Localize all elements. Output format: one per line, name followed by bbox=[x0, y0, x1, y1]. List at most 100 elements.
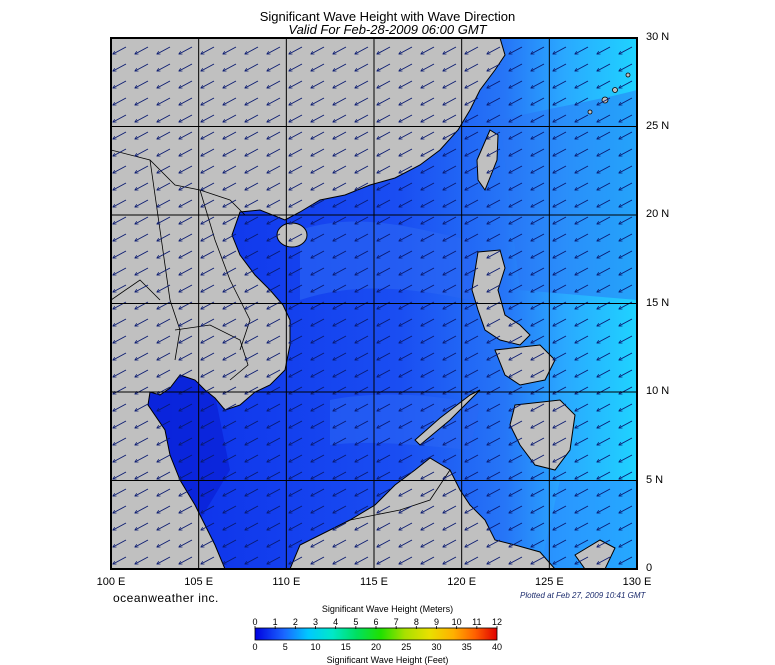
wave-arrow bbox=[245, 352, 259, 360]
wave-arrow bbox=[223, 318, 237, 326]
colorbar-tick-meters: 7 bbox=[393, 617, 399, 627]
wave-arrow bbox=[311, 148, 325, 156]
wave-arrow bbox=[421, 522, 435, 530]
wave-arrow bbox=[157, 114, 171, 122]
wave-arrow bbox=[509, 335, 523, 343]
land-island bbox=[587, 109, 593, 115]
wave-arrow bbox=[575, 522, 589, 530]
wave-arrow bbox=[553, 522, 567, 530]
wave-arrow bbox=[553, 63, 567, 71]
wave-arrow bbox=[333, 369, 347, 377]
wave-arrow bbox=[399, 114, 413, 122]
wave-arrow bbox=[355, 114, 369, 122]
wave-arrow bbox=[553, 454, 567, 462]
wave-arrow bbox=[597, 165, 611, 173]
latitude-label: 10 N bbox=[646, 385, 670, 397]
wave-arrow bbox=[553, 556, 567, 564]
wave-arrow bbox=[223, 267, 237, 275]
wave-arrow bbox=[311, 233, 325, 241]
wave-arrow bbox=[443, 80, 457, 88]
wave-arrow bbox=[597, 369, 611, 377]
wave-arrow bbox=[619, 182, 633, 190]
wave-arrow bbox=[575, 471, 589, 479]
wave-arrow bbox=[157, 250, 171, 258]
wave-arrow bbox=[289, 471, 303, 479]
wave-arrow bbox=[509, 97, 523, 105]
wave-arrow bbox=[311, 131, 325, 139]
wave-arrow bbox=[223, 199, 237, 207]
wave-arrow bbox=[487, 233, 501, 241]
wave-arrow bbox=[135, 522, 149, 530]
wave-arrow bbox=[113, 522, 127, 530]
wave-arrow bbox=[135, 335, 149, 343]
wave-arrow bbox=[619, 80, 633, 88]
wave-arrow bbox=[223, 131, 237, 139]
wave-arrow bbox=[465, 46, 479, 54]
wave-arrow bbox=[333, 318, 347, 326]
wave-arrow bbox=[509, 437, 523, 445]
land-taiwan bbox=[476, 129, 499, 192]
wave-arrow bbox=[311, 505, 325, 513]
wave-band bbox=[300, 221, 470, 300]
wave-arrow bbox=[531, 437, 545, 445]
wave-arrow bbox=[179, 437, 193, 445]
wave-arrow bbox=[157, 454, 171, 462]
wave-arrow bbox=[377, 97, 391, 105]
wave-arrow bbox=[245, 471, 259, 479]
wave-arrow bbox=[223, 335, 237, 343]
wave-arrow bbox=[157, 148, 171, 156]
wave-arrow bbox=[135, 165, 149, 173]
wave-arrow bbox=[333, 352, 347, 360]
wave-arrow bbox=[553, 420, 567, 428]
wave-arrow bbox=[465, 97, 479, 105]
wave-arrow bbox=[333, 250, 347, 258]
colorbar-tick-feet: 30 bbox=[431, 642, 442, 652]
country-border bbox=[349, 469, 451, 521]
wave-arrow bbox=[597, 182, 611, 190]
wave-arrow bbox=[355, 165, 369, 173]
wave-arrow bbox=[553, 97, 567, 105]
wave-arrow bbox=[575, 420, 589, 428]
wave-arrow bbox=[223, 97, 237, 105]
wave-arrow bbox=[223, 403, 237, 411]
wave-arrow bbox=[465, 420, 479, 428]
wave-arrow bbox=[289, 522, 303, 530]
wave-arrow bbox=[399, 63, 413, 71]
wave-arrow bbox=[113, 250, 127, 258]
wave-arrow bbox=[311, 97, 325, 105]
wave-arrow bbox=[267, 46, 281, 54]
wave-arrow bbox=[487, 267, 501, 275]
wave-arrow bbox=[201, 63, 215, 71]
wave-arrow bbox=[399, 505, 413, 513]
wave-arrow bbox=[377, 318, 391, 326]
wave-arrow bbox=[421, 46, 435, 54]
wave-arrow bbox=[201, 216, 215, 224]
wave-arrow bbox=[553, 335, 567, 343]
wave-arrow bbox=[311, 165, 325, 173]
colorbar-tick-meters: 12 bbox=[491, 617, 503, 627]
wave-arrow bbox=[135, 46, 149, 54]
wave-arrow bbox=[619, 216, 633, 224]
wave-arrow bbox=[619, 403, 633, 411]
wave-arrow bbox=[267, 437, 281, 445]
wave-arrow bbox=[619, 250, 633, 258]
wave-arrow bbox=[223, 165, 237, 173]
wave-arrow bbox=[289, 250, 303, 258]
wave-arrow bbox=[113, 488, 127, 496]
wave-arrow bbox=[201, 369, 215, 377]
wave-arrow bbox=[179, 352, 193, 360]
wave-arrow bbox=[377, 131, 391, 139]
wave-arrow bbox=[245, 131, 259, 139]
wave-arrow bbox=[113, 148, 127, 156]
wave-arrow bbox=[289, 165, 303, 173]
wave-arrow bbox=[619, 352, 633, 360]
wave-arrow bbox=[531, 284, 545, 292]
wave-arrow bbox=[575, 182, 589, 190]
wave-arrow bbox=[377, 114, 391, 122]
wave-arrow bbox=[223, 46, 237, 54]
wave-arrow bbox=[443, 97, 457, 105]
wave-arrow bbox=[465, 114, 479, 122]
wave-arrow bbox=[289, 352, 303, 360]
colorbar-tick-feet: 10 bbox=[310, 642, 321, 652]
wave-arrow bbox=[333, 233, 347, 241]
